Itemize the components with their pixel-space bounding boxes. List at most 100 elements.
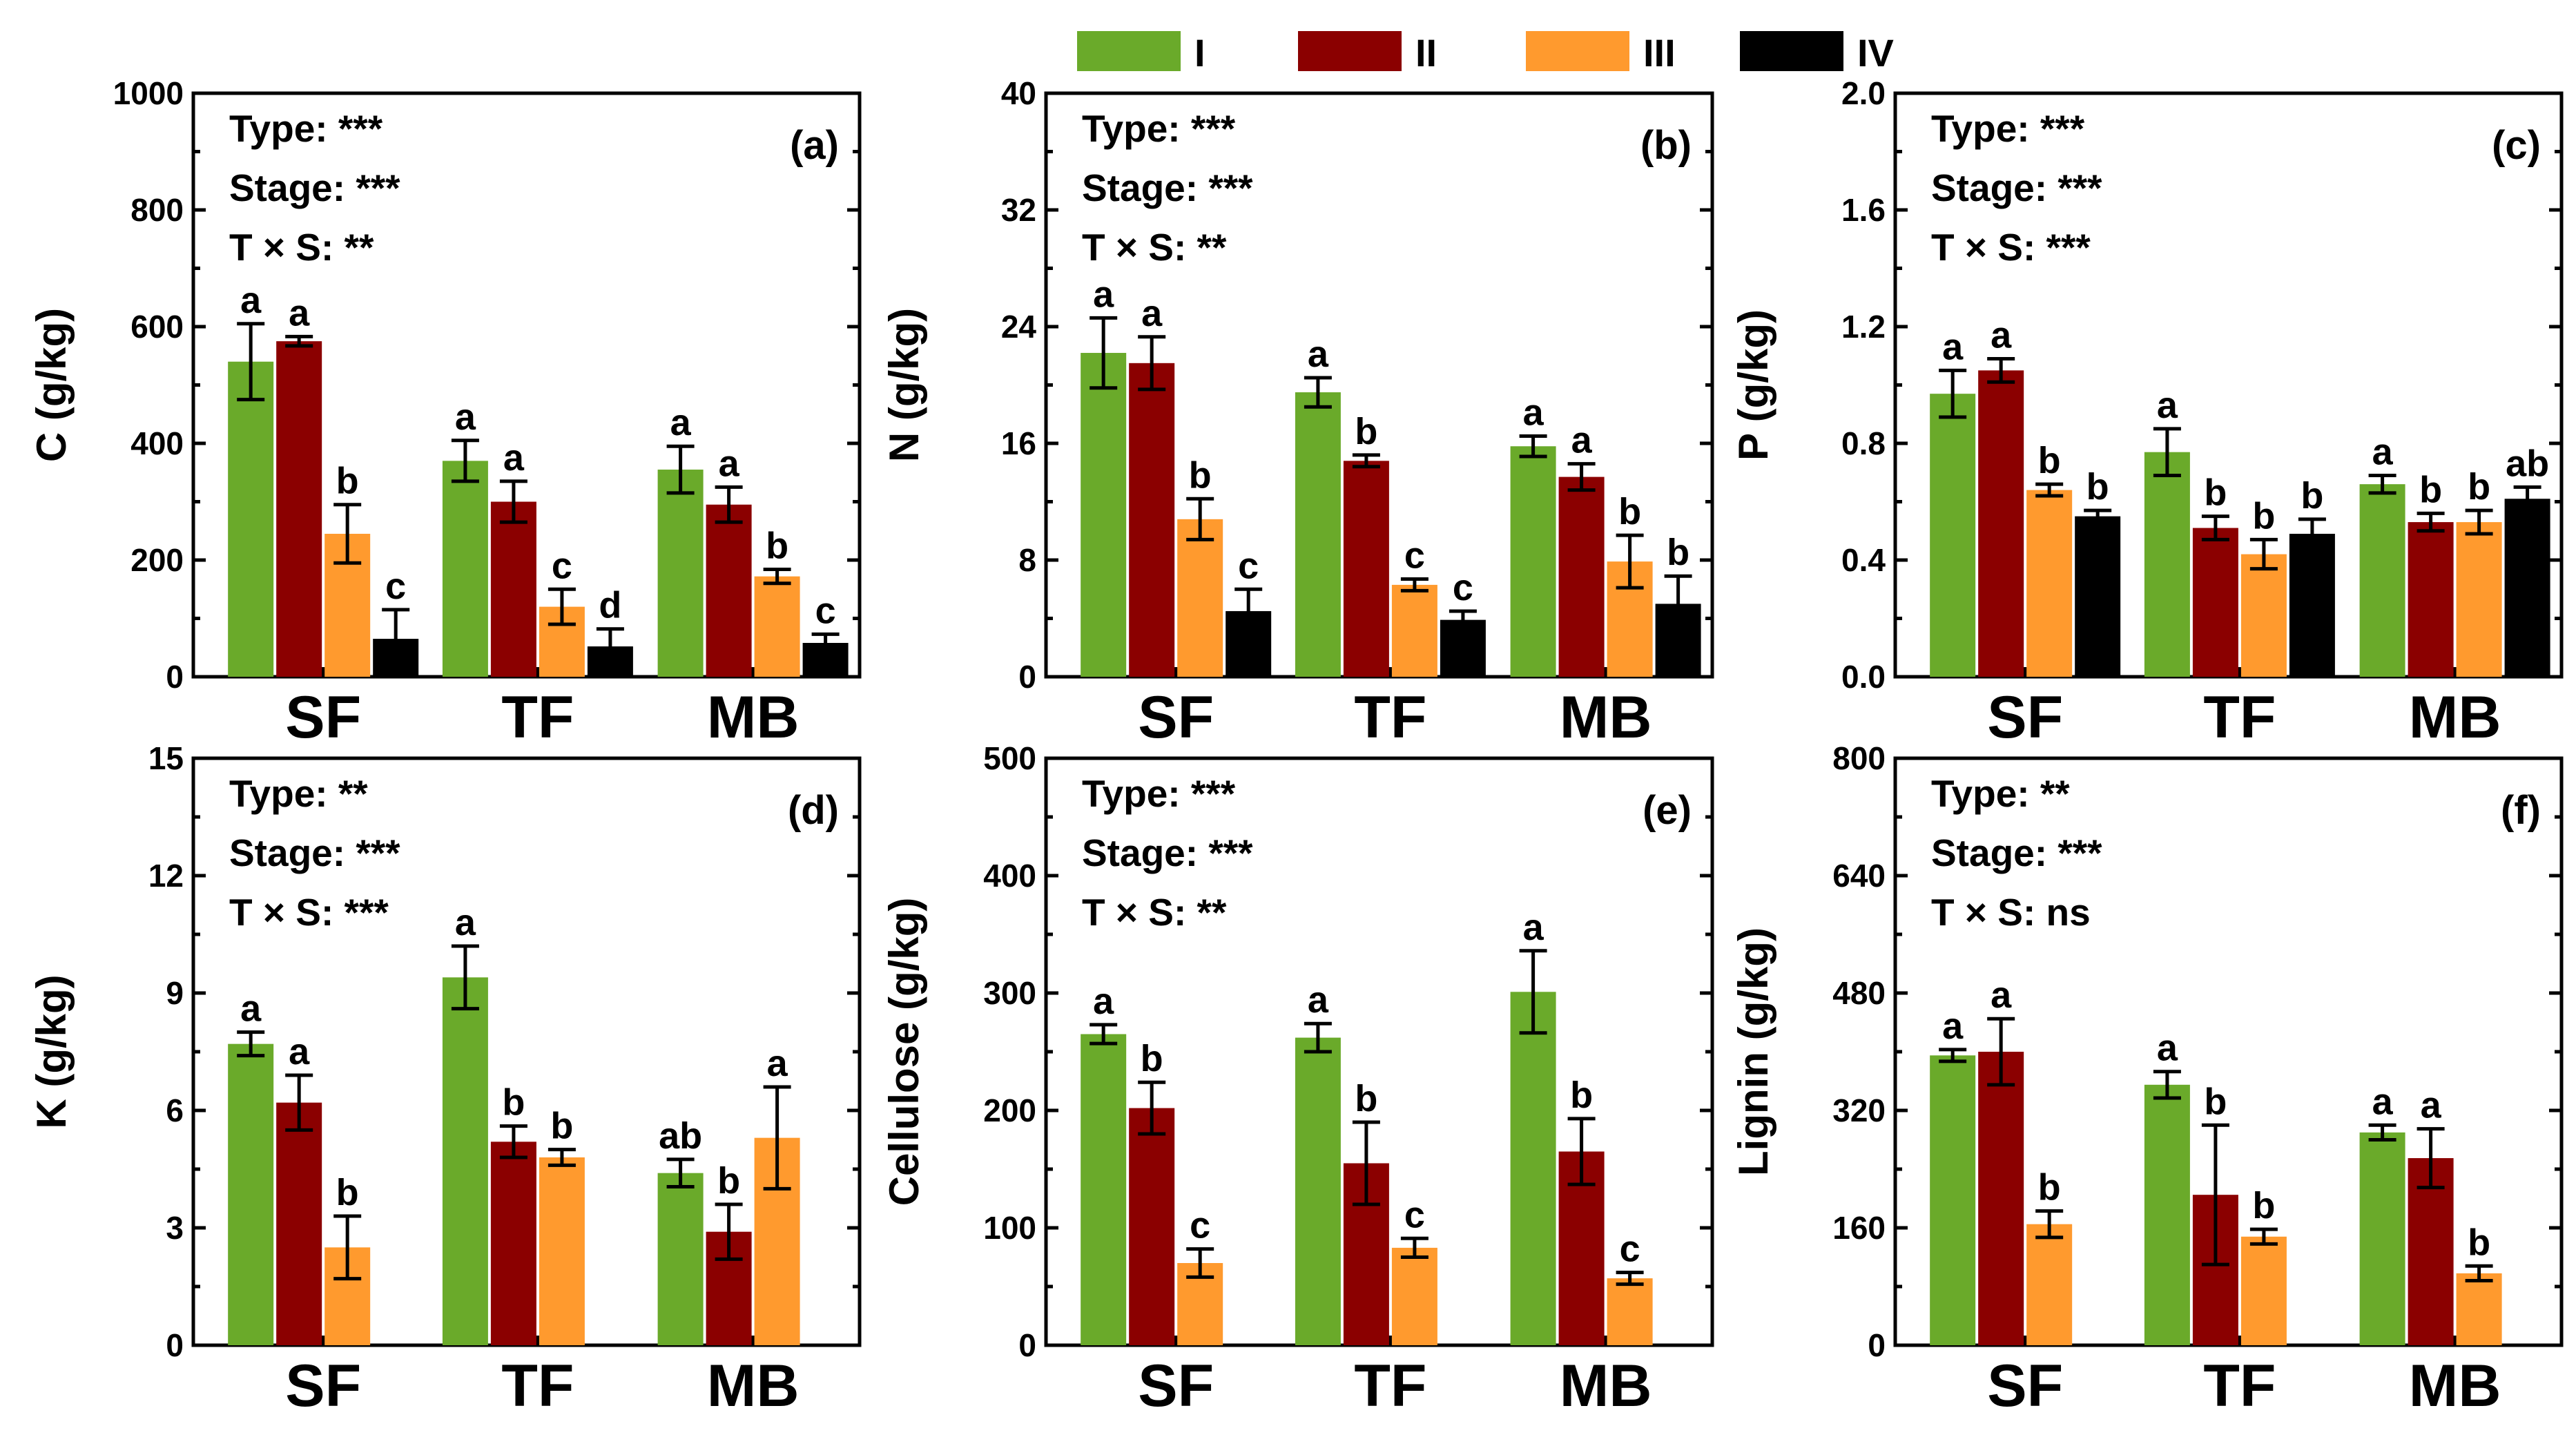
y-tick-label: 0 (1868, 1327, 1886, 1363)
bar-i-tf (442, 461, 488, 677)
stat-line-2: Stage: *** (1931, 166, 2102, 209)
y-tick-label: 200 (130, 542, 184, 578)
y-tick-label: 0 (1018, 1327, 1036, 1363)
y-tick-label: 3 (166, 1210, 184, 1246)
bar-ii-tf (490, 1142, 536, 1345)
category-label-tf: TF (501, 684, 574, 751)
significance-letter: c (1190, 1205, 1210, 1246)
y-tick-label: 0 (1018, 659, 1036, 695)
y-tick-label: 15 (148, 740, 184, 776)
category-label-mb: MB (1560, 684, 1652, 751)
significance-letter: a (1523, 392, 1544, 433)
significance-letter: b (550, 1106, 573, 1147)
bar-ii-mb (1558, 476, 1605, 677)
significance-letter: b (2252, 495, 2275, 537)
bar-ii-sf (1978, 1052, 2024, 1345)
significance-letter: a (1571, 420, 1593, 461)
bar-ii-tf (490, 501, 536, 677)
bar-ii-sf (1129, 1108, 1175, 1345)
y-tick-label: 0.0 (1841, 659, 1886, 695)
significance-letter: b (2204, 472, 2227, 514)
significance-letter: b (2252, 1185, 2275, 1226)
bar-i-sf (1930, 394, 1976, 677)
bar-ii-sf (1978, 370, 2024, 677)
significance-letter: b (2468, 466, 2490, 508)
significance-letter: c (1404, 534, 1425, 576)
significance-letter: a (1093, 981, 1114, 1022)
stat-line-2: Stage: *** (229, 831, 400, 874)
bar-iii-sf (2026, 490, 2073, 677)
significance-letter: b (2419, 469, 2442, 510)
bar-iii-tf (1391, 584, 1437, 677)
panel-label: (b) (1640, 123, 1692, 168)
y-tick-label: 16 (1001, 425, 1036, 461)
y-tick-label: 40 (1001, 75, 1036, 111)
stat-line-1: Type: ** (1931, 772, 2070, 815)
y-tick-label: 300 (983, 975, 1036, 1011)
significance-letter: c (552, 545, 572, 586)
significance-letter: d (599, 585, 621, 626)
significance-letter: b (1667, 532, 1689, 573)
significance-letter: c (385, 566, 406, 607)
stat-line-2: Stage: *** (1931, 831, 2102, 874)
significance-letter: b (2301, 475, 2323, 517)
bar-i-sf (228, 1043, 274, 1345)
category-label-mb: MB (2409, 684, 2501, 751)
y-tick-label: 8 (1018, 542, 1036, 578)
bar-i-tf (1295, 392, 1341, 677)
stat-line-3: T × S: *** (1931, 226, 2091, 269)
panel-label: (c) (2492, 123, 2541, 168)
significance-letter: a (1308, 979, 1329, 1021)
legend-swatch-iv (1740, 31, 1843, 71)
stat-line-2: Stage: *** (1082, 831, 1253, 874)
bar-i-tf (2144, 1084, 2190, 1345)
y-tick-label: 400 (983, 858, 1036, 894)
significance-letter: a (455, 902, 476, 943)
bar-i-mb (1510, 446, 1556, 677)
significance-letter: b (1570, 1075, 1593, 1116)
y-tick-label: 200 (983, 1092, 1036, 1128)
bar-iii-tf (1391, 1247, 1437, 1345)
stat-line-2: Stage: *** (1082, 166, 1253, 209)
significance-letter: b (336, 1172, 359, 1213)
legend-label-ii: II (1415, 31, 1437, 75)
y-tick-label: 1000 (113, 75, 184, 111)
legend-swatch-i (1077, 31, 1181, 71)
y-tick-label: 100 (983, 1210, 1036, 1246)
bar-i-sf (1930, 1055, 1976, 1345)
y-tick-label: 800 (1832, 740, 1886, 776)
category-label-sf: SF (285, 1353, 361, 1419)
significance-letter: a (1523, 907, 1544, 948)
panel-label: (d) (788, 788, 839, 833)
significance-letter: a (767, 1043, 788, 1084)
significance-letter: b (1189, 454, 1212, 496)
y-tick-label: 2.0 (1841, 75, 1886, 111)
bar-i-tf (442, 977, 488, 1345)
category-label-sf: SF (285, 684, 361, 751)
legend-label-iii: III (1643, 31, 1676, 75)
stat-line-3: T × S: *** (229, 891, 389, 934)
significance-letter: b (2086, 466, 2109, 508)
y-tick-label: 500 (983, 740, 1036, 776)
y-tick-label: 6 (166, 1092, 184, 1128)
bar-ii-tf (1343, 461, 1389, 677)
panel-label: (f) (2501, 788, 2541, 833)
bar-i-mb (2359, 1132, 2405, 1345)
bar-iii-mb (754, 576, 800, 677)
category-label-sf: SF (1138, 684, 1214, 751)
significance-letter: a (289, 1031, 310, 1072)
significance-letter: a (1093, 273, 1114, 315)
significance-letter: b (1355, 411, 1377, 452)
bar-iii-mb (1607, 1278, 1653, 1345)
y-tick-label: 600 (130, 309, 184, 345)
stat-line-1: Type: *** (1931, 107, 2085, 150)
significance-letter: a (2421, 1085, 2442, 1126)
significance-letter: c (815, 590, 836, 631)
category-label-tf: TF (2203, 684, 2276, 751)
stat-line-1: Type: *** (229, 107, 383, 150)
significance-letter: a (240, 280, 262, 321)
